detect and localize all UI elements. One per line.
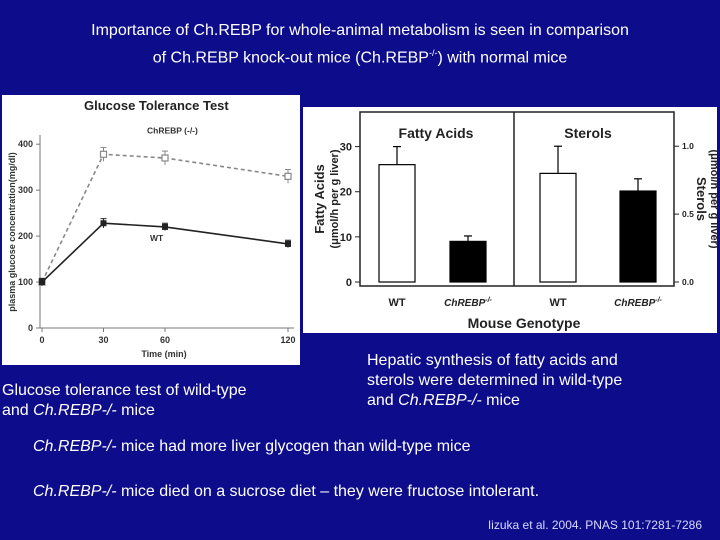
chart-title: Glucose Tolerance Test xyxy=(84,98,229,113)
bullet-glycogen-genotype: Ch.REBP-/- xyxy=(33,438,117,455)
hepatic-caption-line-2: sterols were determined in wild-type xyxy=(367,372,623,389)
hepatic-caption: Hepatic synthesis of fatty acids and ste… xyxy=(367,351,622,411)
data-point-wt xyxy=(285,240,291,247)
fatty-acids-y-tick-label: 10 xyxy=(340,232,352,244)
hepatic-caption-genotype: Ch.REBP-/- xyxy=(398,392,482,409)
fatty-acids-category-sup: -/- xyxy=(485,297,492,304)
bullet-glycogen-text: mice had more liver glycogen than wild-t… xyxy=(116,438,471,455)
sterols-category-label: WT xyxy=(549,297,566,309)
glucose-caption-genotype: Ch.REBP-/- xyxy=(33,402,117,419)
sterols-y-label: Sterols xyxy=(694,177,709,221)
x-axis-label: Time (min) xyxy=(141,349,186,359)
title-line-2-sup: -/- xyxy=(428,48,438,58)
series-label-wt: WT xyxy=(150,233,164,243)
sterols-title: Sterols xyxy=(564,125,612,141)
glucose-tolerance-panel: Glucose Tolerance Test plasma glucose co… xyxy=(2,95,300,365)
sterols-bar-wt xyxy=(539,172,577,283)
hepatic-caption-line-3: and Ch.REBP-/- mice xyxy=(367,391,622,411)
sterols-category-sup: -/- xyxy=(655,297,662,304)
x-tick-label: 120 xyxy=(280,335,295,345)
y-tick-label: 300 xyxy=(18,185,33,195)
data-point-ko xyxy=(284,172,292,180)
glucose-caption-suffix: mice xyxy=(116,402,155,419)
hepatic-synthesis-panel: Fatty Acids Sterols Fatty Acids (μmol/h … xyxy=(303,107,720,333)
plot-frame xyxy=(359,111,675,287)
fatty-acids-category-label: WT xyxy=(388,297,405,309)
hepatic-caption-prefix: and xyxy=(367,392,399,409)
fatty-acids-bar-chrebp xyxy=(449,240,487,283)
series-line-wt xyxy=(41,222,289,283)
y-tick-label: 100 xyxy=(18,277,33,287)
fatty-acids-y-tick-label: 0 xyxy=(346,277,352,289)
fatty-acids-title: Fatty Acids xyxy=(399,125,474,141)
sterols-bar-chrebp xyxy=(619,190,657,283)
mouse-genotype-label: Mouse Genotype xyxy=(468,315,581,331)
sterols-category-label: ChREBP-/- xyxy=(614,297,662,309)
fatty-acids-y-units: (μmol/h per g liver) xyxy=(329,149,341,248)
title-line-2: of Ch.REBP knock-out mice (Ch.REBP-/-) w… xyxy=(0,42,720,69)
bullet-sucrose-genotype: Ch.REBP-/- xyxy=(33,483,117,500)
y-axis-label: plasma glucose concentration(mg/dl) xyxy=(7,152,17,312)
bullet-sucrose-text: mice died on a sucrose diet – they were … xyxy=(116,483,540,500)
title-line-2-suffix: ) with normal mice xyxy=(437,49,568,67)
fatty-acids-bar-wt xyxy=(378,164,416,283)
sterols-y-units: (μmol/h per g liver) xyxy=(708,149,717,248)
x-tick-label: 0 xyxy=(39,335,44,345)
y-tick-label: 200 xyxy=(18,231,33,241)
sterols-y-tick-label: 0.5 xyxy=(682,209,694,219)
glucose-tolerance-chart: Glucose Tolerance Test plasma glucose co… xyxy=(7,98,296,359)
sterols-y-tick-label: 0.0 xyxy=(682,277,694,287)
glucose-caption-line-1: Glucose tolerance test of wild-type xyxy=(2,382,247,399)
title-line-2-prefix: of Ch.REBP knock-out mice (Ch.REBP xyxy=(152,49,429,67)
y-tick-label: 0 xyxy=(28,323,33,333)
hepatic-caption-suffix: mice xyxy=(481,392,520,409)
fatty-acids-y-tick-label: 20 xyxy=(340,187,352,199)
bullet-sucrose: Ch.REBP-/- mice died on a sucrose diet –… xyxy=(33,482,539,502)
data-point-wt xyxy=(162,223,168,230)
x-tick-label: 60 xyxy=(160,335,170,345)
citation: Iizuka et al. 2004. PNAS 101:7281-7286 xyxy=(487,518,702,532)
fatty-acids-y-tick-label: 30 xyxy=(340,142,352,154)
series-line-ko xyxy=(41,153,289,283)
data-point-ko xyxy=(99,150,108,158)
title-line-1: Importance of Ch.REBP for whole-animal m… xyxy=(91,22,629,39)
fatty-acids-category-label: ChREBP-/- xyxy=(444,297,492,309)
data-point-wt xyxy=(39,279,45,286)
hepatic-synthesis-chart: Fatty Acids Sterols Fatty Acids (μmol/h … xyxy=(312,111,720,331)
glucose-caption: Glucose tolerance test of wild-type and … xyxy=(2,381,247,421)
sterols-y-tick-label: 1.0 xyxy=(682,141,694,151)
y-tick-label: 400 xyxy=(18,139,33,149)
fatty-acids-y-label: Fatty Acids xyxy=(312,164,327,234)
data-point-ko xyxy=(161,154,169,162)
hepatic-caption-line-1: Hepatic synthesis of fatty acids and xyxy=(367,352,618,369)
bullet-glycogen: Ch.REBP-/- mice had more liver glycogen … xyxy=(33,437,471,457)
data-point-wt xyxy=(100,220,107,227)
series-label-ko: ChREBP (-/-) xyxy=(147,125,198,135)
slide-title: Importance of Ch.REBP for whole-animal m… xyxy=(0,20,720,69)
x-tick-label: 30 xyxy=(98,335,108,345)
glucose-caption-prefix: and xyxy=(2,402,34,419)
glucose-caption-line-2: and Ch.REBP-/- mice xyxy=(2,401,247,421)
